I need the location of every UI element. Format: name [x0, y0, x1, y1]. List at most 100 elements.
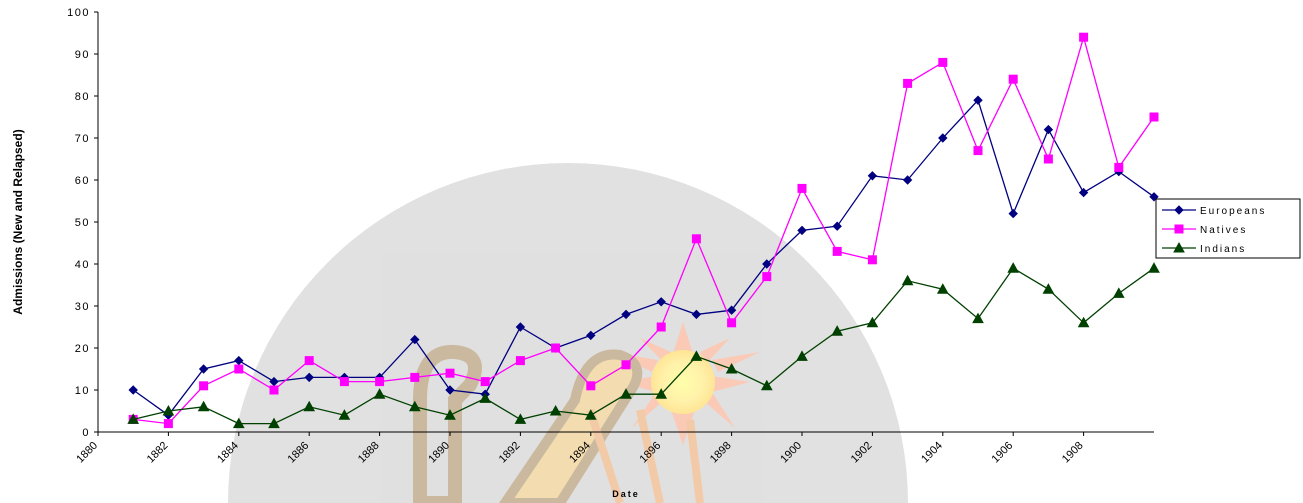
data-point-natives — [797, 183, 807, 193]
data-point-europeans — [1043, 124, 1054, 135]
data-point-indians — [373, 388, 386, 399]
series-natives — [128, 32, 1159, 429]
data-point-indians — [303, 400, 316, 412]
data-point-indians — [584, 409, 597, 420]
data-point-indians — [866, 316, 879, 328]
data-point-natives — [1008, 74, 1018, 84]
data-point-natives — [762, 272, 772, 282]
data-point-indians — [162, 404, 175, 416]
data-point-indians — [831, 325, 844, 336]
data-point-natives — [903, 78, 913, 88]
legend-item-europeans: Europeans — [1162, 205, 1266, 217]
data-point-natives — [445, 368, 455, 378]
y-tick-label: 50 — [75, 217, 90, 229]
data-point-natives — [1149, 112, 1159, 122]
data-point-indians — [127, 413, 140, 424]
data-point-natives — [656, 322, 666, 332]
watermark-emblem — [228, 163, 908, 503]
data-point-europeans — [621, 309, 631, 320]
legend-marker-natives — [1174, 224, 1184, 234]
x-tick-label: 1906 — [990, 440, 1016, 466]
data-point-indians — [197, 400, 210, 412]
legend-marker-europeans — [1174, 205, 1184, 215]
data-point-europeans — [234, 355, 244, 366]
y-tick-label: 30 — [75, 301, 90, 313]
data-point-europeans — [586, 330, 596, 341]
data-point-indians — [268, 417, 280, 429]
x-tick-label: 1908 — [1060, 440, 1086, 466]
y-tick-label: 70 — [75, 133, 90, 145]
data-point-europeans — [762, 259, 772, 269]
data-point-natives — [973, 146, 983, 156]
data-point-indians — [514, 413, 527, 424]
data-point-natives — [1043, 154, 1053, 164]
y-tick-label: 80 — [75, 91, 90, 103]
data-point-europeans — [128, 385, 138, 395]
data-point-europeans — [797, 225, 807, 236]
series-indians — [127, 262, 1160, 429]
x-tick-label: 1880 — [74, 440, 100, 466]
legend-label-europeans: Europeans — [1200, 206, 1266, 217]
data-point-natives — [410, 372, 420, 382]
data-point-indians — [936, 283, 949, 294]
y-axis-ticks: 0 10 20 30 40 50 60 70 80 90 100 — [67, 7, 98, 439]
legend-item-natives: Natives — [1162, 224, 1245, 236]
data-point-indians — [620, 388, 632, 399]
series-line-natives — [133, 34, 1155, 425]
legend-label-indians: Indians — [1200, 244, 1246, 255]
data-point-europeans — [1078, 187, 1089, 198]
data-point-indians — [549, 404, 562, 416]
data-point-europeans — [656, 297, 666, 307]
data-point-indians — [901, 274, 914, 286]
series-layer — [127, 32, 1160, 429]
data-point-indians — [1077, 316, 1090, 328]
y-tick-label: 100 — [67, 7, 90, 19]
y-tick-label: 0 — [82, 427, 90, 439]
data-point-natives — [480, 377, 490, 387]
data-point-indians — [1007, 262, 1020, 273]
legend-item-indians: Indians — [1162, 241, 1246, 255]
data-point-europeans — [832, 221, 842, 231]
data-point-natives — [163, 419, 173, 429]
data-point-indians — [796, 350, 808, 361]
y-tick-label: 20 — [75, 343, 90, 355]
data-point-europeans — [726, 305, 737, 315]
x-tick-label: 1904 — [919, 440, 945, 466]
data-point-indians — [1112, 287, 1125, 298]
legend-marker-indians — [1173, 241, 1185, 253]
data-point-natives — [691, 234, 701, 244]
series-line-indians — [133, 267, 1155, 425]
data-point-indians — [760, 379, 773, 391]
data-point-natives — [727, 318, 737, 328]
data-point-natives — [1079, 32, 1089, 42]
x-axis-title: Date — [612, 489, 640, 499]
data-point-indians — [972, 312, 984, 324]
data-point-natives — [515, 356, 525, 366]
data-point-indians — [690, 350, 703, 361]
data-point-europeans — [867, 171, 878, 181]
y-tick-label: 10 — [75, 385, 90, 397]
data-point-natives — [375, 377, 385, 387]
data-point-natives — [339, 377, 349, 387]
data-point-europeans — [304, 372, 314, 383]
data-point-natives — [832, 246, 842, 256]
series-line-europeans — [132, 98, 1155, 417]
data-point-europeans — [410, 334, 420, 345]
data-point-europeans — [938, 133, 948, 143]
data-point-natives — [867, 255, 877, 265]
data-point-europeans — [973, 95, 983, 105]
data-point-indians — [479, 392, 492, 403]
data-point-europeans — [691, 309, 702, 320]
x-tick-label: 1882 — [145, 440, 171, 466]
data-point-natives — [1114, 162, 1124, 172]
data-point-indians — [725, 362, 738, 374]
data-point-natives — [269, 385, 279, 395]
data-point-europeans — [515, 322, 526, 332]
legend: Europeans Natives Indians — [1155, 198, 1301, 259]
data-point-indians — [338, 409, 351, 420]
data-point-natives — [199, 381, 209, 391]
data-point-europeans — [445, 385, 455, 395]
data-point-natives — [551, 343, 561, 353]
y-tick-label: 40 — [75, 259, 90, 271]
data-point-natives — [586, 381, 596, 391]
